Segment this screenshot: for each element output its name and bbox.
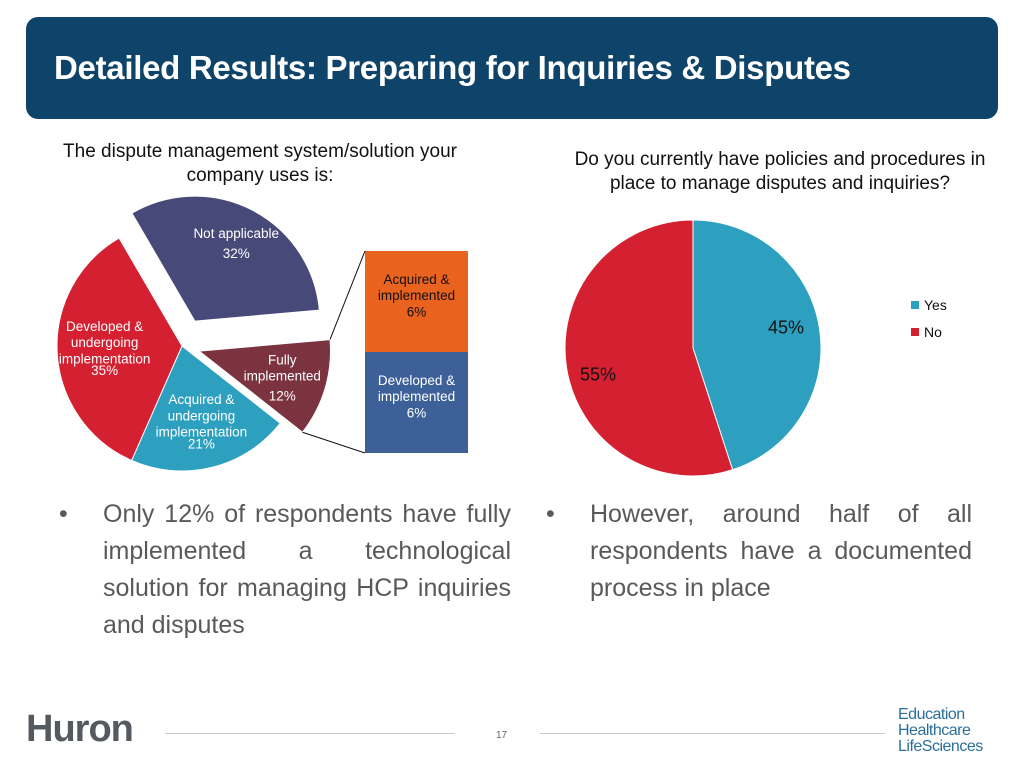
- pie-value-fully-implemented: 12%: [269, 389, 296, 404]
- legend-swatch-yes: [911, 301, 919, 309]
- pie-slice-not-applicable: [131, 195, 320, 322]
- pie-slice-acquired-undergoing-implementation: [130, 345, 281, 472]
- pie-slice-fully-implemented: [197, 339, 331, 433]
- bullet-right: • However, around half of all respondent…: [546, 496, 972, 607]
- connector-bottom: [302, 431, 366, 454]
- pie-value-not-applicable: 32%: [223, 246, 250, 261]
- pie-label-not-applicable: Not applicable: [193, 226, 279, 241]
- brand-line-lifesciences: LifeSciences: [898, 738, 983, 755]
- footer-divider-right: [540, 733, 885, 734]
- connector-top: [329, 250, 366, 340]
- pie-slice-developed-undergoing-implementation: [56, 237, 183, 462]
- brand-line-education: Education: [898, 706, 965, 723]
- breakdown-label-2: Developed & implemented 6%: [378, 373, 455, 420]
- breakdown-label-1: Acquired & implemented 6%: [378, 272, 455, 319]
- pie-value-yes: 45%: [768, 317, 804, 337]
- right-chart-title: Do you currently have policies and proce…: [574, 149, 986, 194]
- breakdown-bar-2: [365, 352, 468, 453]
- page-title: Detailed Results: Preparing for Inquirie…: [54, 49, 851, 86]
- pie-label-acquired-undergoing-implementation: Acquired & undergoing implementation: [156, 392, 248, 439]
- pie-value-no: 55%: [580, 364, 616, 384]
- huron-logo: Huron: [26, 708, 134, 750]
- bullet-right-text: However, around half of all respondents …: [590, 500, 972, 602]
- legend-label-no: No: [924, 324, 942, 340]
- pie-value-developed-undergoing-implementation: 35%: [91, 363, 118, 378]
- pie-label-fully-implemented: Fully implemented: [244, 352, 321, 383]
- title-bar: Detailed Results: Preparing for Inquirie…: [26, 17, 998, 119]
- breakdown-bar-1: [365, 251, 468, 352]
- left-chart-title: The dispute management system/solution y…: [63, 141, 457, 186]
- bullet-right-symbol: •: [546, 500, 555, 528]
- legend-swatch-no: [911, 328, 919, 336]
- bullet-left: • Only 12% of respondents have fully imp…: [59, 496, 511, 644]
- bullet-left-text: Only 12% of respondents have fully imple…: [103, 500, 511, 639]
- bullet-left-symbol: •: [59, 500, 68, 528]
- legend-label-yes: Yes: [924, 297, 947, 313]
- footer-divider-left: [165, 733, 455, 734]
- pie-label-developed-undergoing-implementation: Developed & undergoing implementation: [59, 319, 151, 366]
- brand-line-healthcare: Healthcare: [898, 722, 971, 739]
- page-number: 17: [496, 730, 508, 741]
- pie-slice-yes: [692, 219, 822, 471]
- pie-value-acquired-undergoing-implementation: 21%: [188, 436, 215, 451]
- brand-lines: Education Healthcare LifeSciences: [898, 707, 983, 755]
- pie-slice-no: [564, 219, 734, 477]
